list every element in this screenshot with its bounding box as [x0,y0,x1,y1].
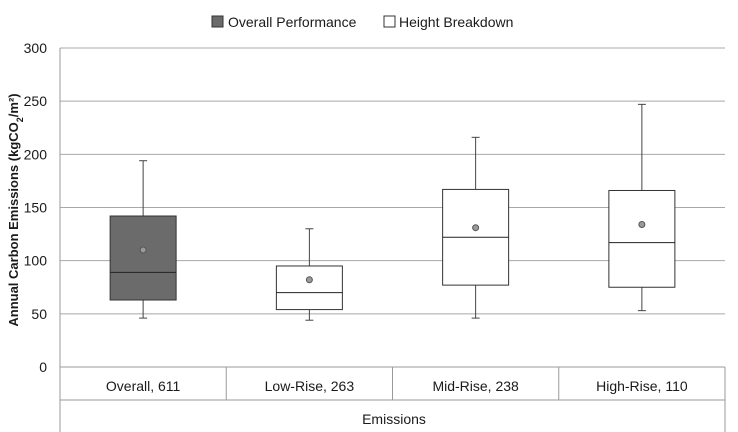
y-axis-title-tail: /m²) [6,93,21,117]
x-tick-label: Overall, 611 [106,378,181,394]
mean-marker [305,276,313,284]
x-axis: Overall, 611 Low-Rise, 263 Mid-Rise, 238 Hi… [59,367,726,432]
box-2 [442,136,510,319]
mean-marker [638,221,646,229]
box-0 [109,160,177,319]
x-tick-label: Mid-Rise, 238 [432,378,519,394]
legend-swatch-height [383,15,396,28]
y-tick-label: 0 [39,359,47,375]
iqr-box [109,215,177,301]
y-axis-title-sub: 2 [15,117,25,122]
box-1 [275,228,343,321]
x-tick-label: Low-Rise, 263 [265,378,355,394]
boxes [109,103,676,321]
legend: Overall Performance Height Breakdown [211,14,513,30]
legend-swatch-overall [211,15,224,28]
y-tick-labels: 0 50 100 150 200 250 300 [24,40,48,375]
iqr-box [608,189,676,288]
x-axis-title: Emissions [362,411,426,427]
y-tick-label: 150 [24,200,48,216]
y-tick-label: 200 [24,146,48,162]
mean-marker [472,224,480,232]
box-3 [608,103,676,312]
y-axis-title-main: Annual Carbon Emissions (kgCO [6,122,21,326]
mean-marker [139,246,147,254]
y-tick-label: 250 [24,93,48,109]
y-axis-title: Annual Carbon Emissions (kgCO2/m²) [6,93,25,326]
iqr-box [275,265,343,311]
x-tick-label: High-Rise, 110 [596,378,688,394]
y-tick-label: 300 [24,40,48,56]
y-tick-label: 100 [24,253,48,269]
legend-label-height: Height Breakdown [399,14,513,30]
legend-label-overall: Overall Performance [228,14,357,30]
y-tick-label: 50 [31,306,47,322]
